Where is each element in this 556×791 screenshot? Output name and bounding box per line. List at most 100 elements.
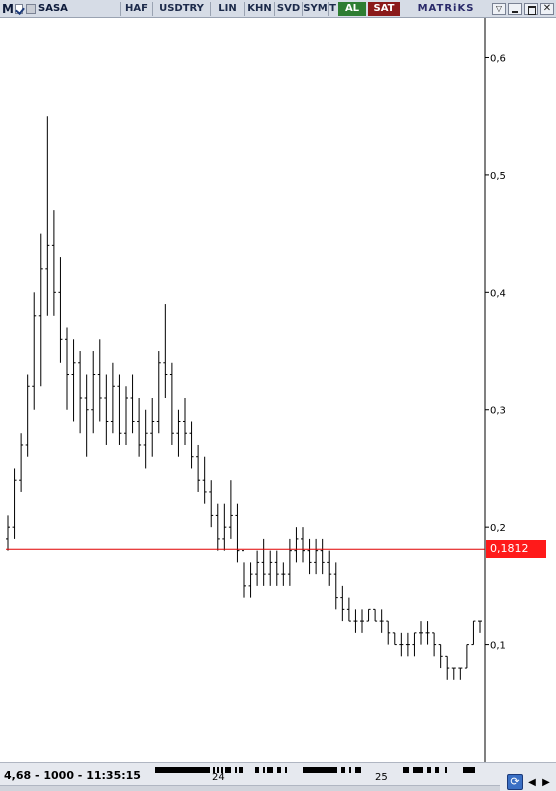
ohlc-bar [58,257,63,363]
ohlc-bar [379,609,384,633]
ohlc-bar [261,538,266,586]
ohlc-bar [104,374,109,445]
ohlc-bar [307,538,312,575]
tab-usdtry[interactable]: USDTRY [152,2,210,16]
ohlc-bar [314,538,319,575]
ohlc-bar [65,327,69,410]
ohlc-bar [419,621,423,645]
timeline-segment [349,767,351,773]
ohlc-bar [438,644,443,669]
timeline-segment [155,767,210,773]
ohlc-bar [117,374,122,445]
ohlc-bar [32,292,37,410]
symbol-label[interactable]: SASA [38,3,68,14]
ohlc-bar [215,503,220,551]
ohlc-bar [301,527,305,563]
price-chart[interactable]: 0,1 0,2 0,3 0,4 0,5 0,6 [0,18,556,762]
ohlc-bar [346,597,351,622]
ohlc-bar [84,374,89,457]
ohlc-bar [189,421,194,469]
ohlc-bar [333,562,338,610]
tab-sym[interactable]: SYM [302,2,328,16]
ohlc-bar [169,362,174,445]
timeline-segment [213,767,215,773]
ohlc-bar [268,550,273,586]
timeline-segment [427,767,431,773]
ohlc-bar [228,480,233,539]
ohlc-bar [110,362,115,434]
refresh-icon[interactable]: ⟳ [507,774,523,790]
toolbar: M SASA HAF USDTRY LIN KHN SVD SYM T AL S… [0,0,556,18]
timeline-bar [155,767,475,773]
ohlc-bar [19,433,24,492]
timeline-segment [267,767,273,773]
tab-khn[interactable]: KHN [244,2,274,16]
ohlc-bar [202,456,207,504]
ohlc-bar [176,409,181,457]
timeline-segment [235,767,237,773]
ohlc-bar [97,339,102,422]
ohlc-bar [156,351,161,434]
ohlc-bar [248,562,253,598]
y-tick-label: 0,1 [490,641,506,652]
ohlc-bar [425,621,430,645]
menu-button[interactable]: M [2,2,14,16]
close-icon[interactable]: ✕ [540,3,554,15]
ohlc-bar [287,538,292,586]
ohlc-bar [360,609,364,633]
check-icon[interactable] [15,4,23,14]
status-bar: 4,68 - 1000 - 11:35:15 24 25 ⟳ ◀ ▶ [0,762,556,791]
ohlc-bar [373,608,378,622]
chevron-down-icon[interactable]: ▽ [492,3,506,15]
info-text: 4,68 - 1000 - 11:35:15 [4,769,141,782]
horizontal-scrollbar[interactable] [0,785,500,791]
ohlc-bar [209,480,214,528]
ohlc-bar [222,503,227,551]
buy-button[interactable]: AL [338,2,366,16]
period-label-24: 24 [212,772,225,783]
ohlc-bar [392,632,397,646]
tab-lin[interactable]: LIN [210,2,244,16]
y-tick-label: 0,4 [490,288,506,299]
y-axis-ticks: 0,1 0,2 0,3 0,4 0,5 0,6 [485,53,506,652]
ohlc-bar [38,233,43,387]
ohlc-bar [71,339,76,422]
minimize-icon[interactable] [508,3,522,15]
tab-haf[interactable]: HAF [120,2,152,16]
y-tick-label: 0,6 [490,53,506,64]
ohlc-bar [399,632,404,657]
ohlc-bar [12,468,17,539]
y-tick-label: 0,5 [490,171,506,182]
ohlc-bar [320,538,325,575]
scroll-right-icon[interactable]: ▶ [542,777,550,788]
ohlc-bar [464,644,469,669]
ohlc-bar [327,550,332,586]
timeline-segment [463,767,475,773]
timeline-segment [435,767,439,773]
sell-button[interactable]: SAT [368,2,400,16]
ohlc-bar [45,116,50,316]
ohlc-bar [445,655,450,680]
ohlc-bar [137,398,142,457]
ohlc-bar [235,503,240,563]
ohlc-bar [242,550,246,598]
timeline-segment [221,767,223,773]
y-tick-label: 0,3 [490,406,506,417]
timeline-segment [355,767,361,773]
tab-svd[interactable]: SVD [274,2,302,16]
maximize-icon[interactable] [524,3,538,15]
ohlc-bar [281,562,286,586]
ohlc-bar [340,585,345,622]
ohlc-bar [143,409,148,469]
ohlc-bar [255,550,260,586]
ohlc-bar [124,386,128,445]
timeline-segment [225,767,231,773]
ohlc-bar [471,620,476,646]
timeline-segment [303,767,337,773]
brand-logo: MATRiKS [417,3,475,14]
timeline-segment [277,767,281,773]
ohlc-bar [51,210,56,316]
scroll-left-icon[interactable]: ◀ [528,777,536,788]
tab-t[interactable]: T [328,2,336,16]
